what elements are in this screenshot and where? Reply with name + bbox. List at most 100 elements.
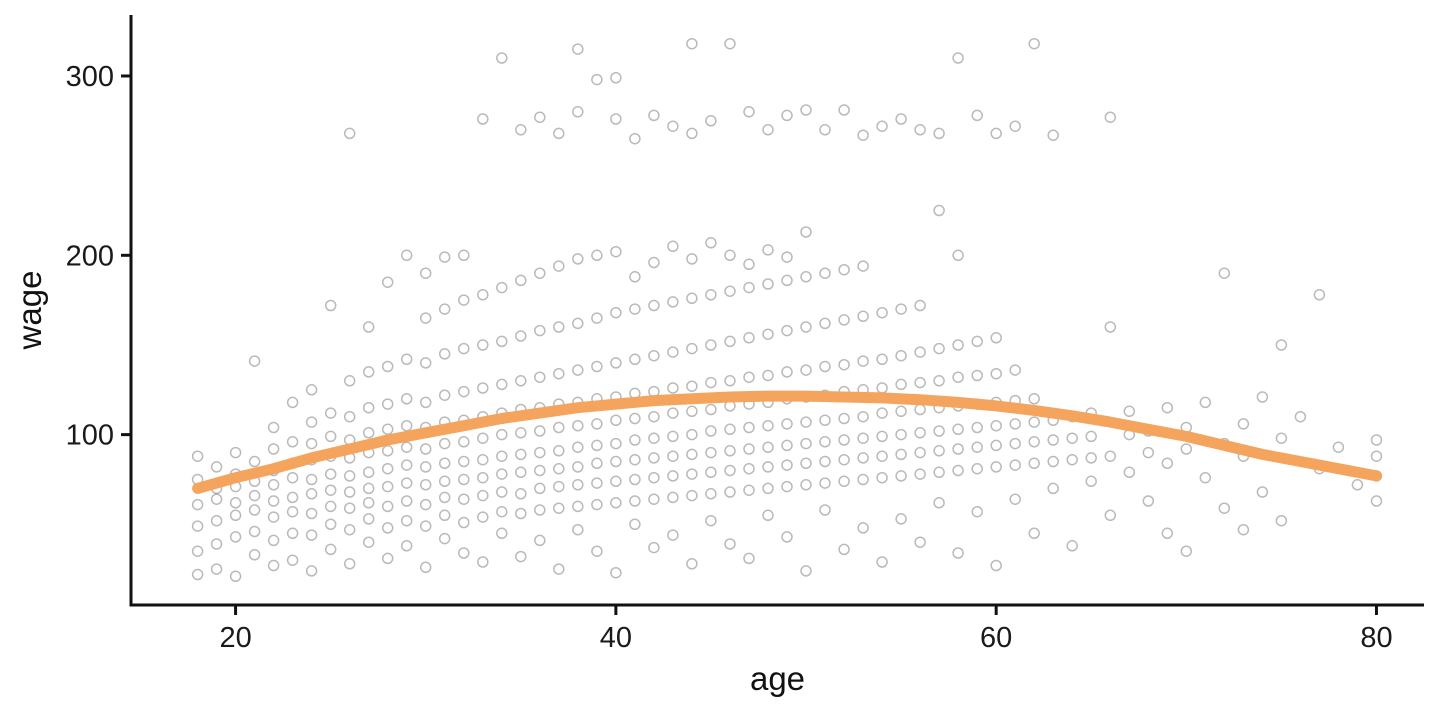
data-point xyxy=(1275,432,1288,444)
data-point xyxy=(591,457,603,470)
data-point xyxy=(1256,486,1269,498)
data-point xyxy=(610,455,622,468)
data-point xyxy=(819,360,831,373)
data-point xyxy=(477,113,489,125)
data-point xyxy=(381,462,394,475)
data-point xyxy=(895,303,907,315)
data-point xyxy=(914,299,926,312)
data-point xyxy=(458,473,470,486)
data-point xyxy=(971,369,983,382)
data-point xyxy=(381,480,394,493)
data-point xyxy=(496,505,508,518)
data-point xyxy=(610,306,622,319)
data-point xyxy=(876,471,888,484)
data-point xyxy=(1047,129,1059,141)
data-point xyxy=(800,321,812,333)
data-point xyxy=(362,482,375,495)
data-point xyxy=(743,281,755,294)
data-point xyxy=(191,520,204,532)
data-point xyxy=(1275,514,1288,527)
data-point xyxy=(876,382,888,394)
data-point xyxy=(572,43,584,55)
data-point xyxy=(572,253,584,265)
data-point xyxy=(838,453,850,466)
data-point xyxy=(438,457,451,470)
data-point xyxy=(362,536,375,548)
data-point xyxy=(648,452,660,464)
data-point xyxy=(496,486,508,498)
data-point xyxy=(857,522,869,534)
data-point xyxy=(400,540,413,552)
data-point xyxy=(857,432,869,444)
data-point xyxy=(667,407,679,419)
data-point xyxy=(686,448,698,461)
data-point xyxy=(553,421,565,434)
data-point xyxy=(914,403,926,416)
data-point xyxy=(286,471,299,484)
data-point xyxy=(343,127,356,140)
data-point xyxy=(496,52,508,64)
data-point xyxy=(305,565,318,577)
data-point xyxy=(286,396,299,409)
data-point xyxy=(572,523,584,536)
data-point xyxy=(762,482,774,495)
data-point xyxy=(438,303,451,315)
data-point xyxy=(705,446,717,459)
data-point xyxy=(419,520,432,532)
data-point xyxy=(286,527,299,540)
data-point xyxy=(686,342,698,355)
data-point xyxy=(1028,457,1040,470)
data-point xyxy=(914,346,926,358)
data-point xyxy=(762,369,774,382)
data-point xyxy=(324,518,337,531)
data-point xyxy=(667,470,679,482)
data-point xyxy=(324,407,337,419)
data-point xyxy=(971,505,983,518)
data-point xyxy=(305,416,318,428)
data-point xyxy=(1161,401,1174,414)
data-point xyxy=(705,115,717,127)
data-point xyxy=(1313,289,1326,301)
data-point xyxy=(419,561,432,574)
data-point xyxy=(610,497,622,509)
data-point xyxy=(438,389,451,401)
data-point xyxy=(400,477,413,489)
data-point xyxy=(343,375,356,387)
data-point xyxy=(515,550,527,563)
data-point xyxy=(1370,434,1383,446)
data-point xyxy=(838,434,850,446)
data-point xyxy=(724,37,736,50)
data-point xyxy=(553,127,565,140)
data-point xyxy=(762,461,774,473)
data-point xyxy=(267,495,280,507)
data-point xyxy=(1104,450,1117,462)
data-point xyxy=(305,507,318,520)
data-point xyxy=(305,384,318,396)
data-point xyxy=(762,509,774,522)
data-point xyxy=(324,543,337,556)
data-point xyxy=(458,249,470,262)
data-point xyxy=(438,491,451,504)
data-point xyxy=(667,120,679,132)
data-point xyxy=(1009,437,1021,450)
data-point xyxy=(895,448,907,461)
data-point xyxy=(857,452,869,464)
data-point xyxy=(610,72,622,84)
data-point xyxy=(667,491,679,504)
data-point xyxy=(705,339,717,351)
data-point xyxy=(496,378,508,391)
data-point xyxy=(591,439,603,452)
data-point xyxy=(572,106,584,118)
data-point xyxy=(229,570,242,583)
data-point xyxy=(971,462,983,475)
data-point xyxy=(781,480,793,493)
data-point xyxy=(1028,527,1040,540)
data-point xyxy=(610,414,622,427)
data-point xyxy=(362,466,375,479)
data-point xyxy=(648,493,660,505)
data-point xyxy=(1009,418,1021,430)
data-point xyxy=(496,468,508,480)
data-point xyxy=(838,412,850,425)
data-point xyxy=(743,421,755,434)
data-point xyxy=(400,419,413,432)
